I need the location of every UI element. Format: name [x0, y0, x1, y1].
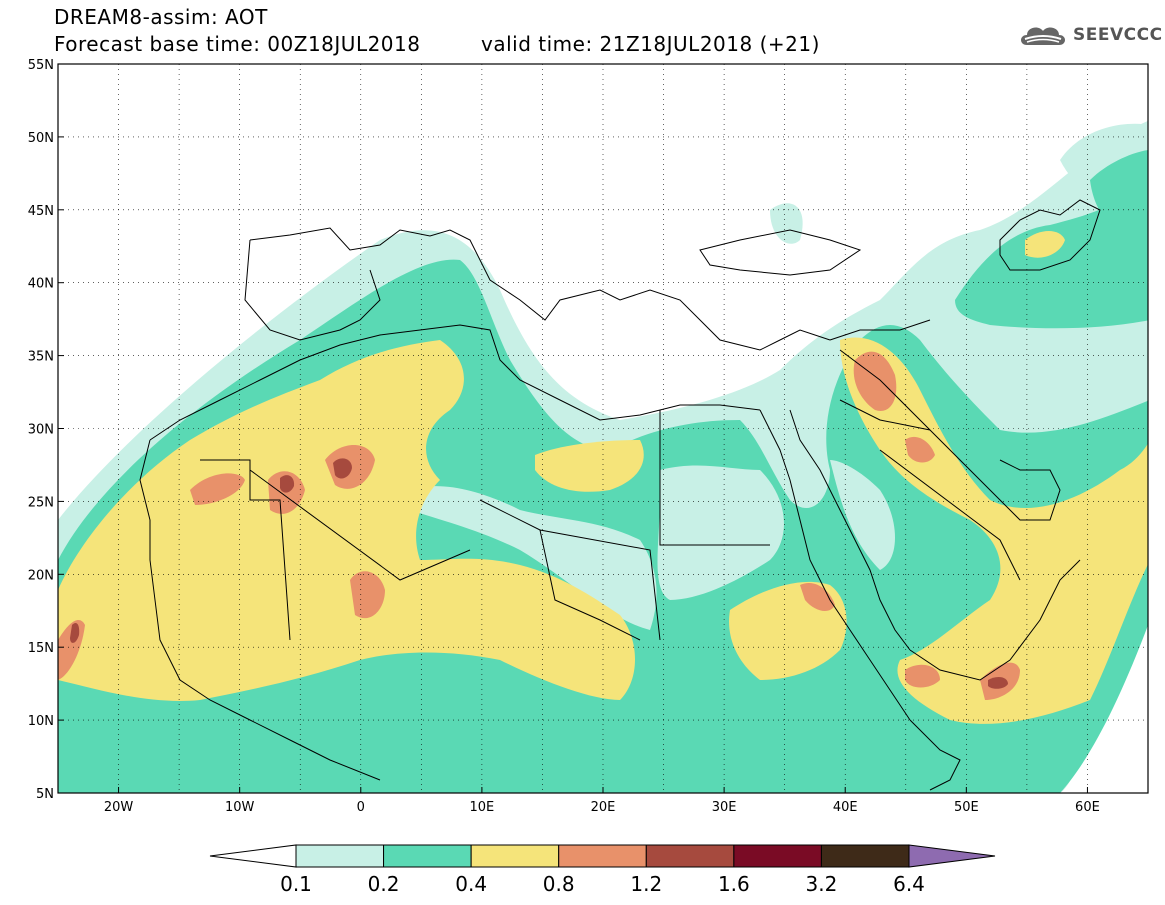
lat-label: 25N	[28, 495, 54, 510]
lon-label: 40E	[833, 800, 858, 815]
graticule	[58, 64, 1148, 793]
lon-label: 10E	[470, 800, 495, 815]
north-africa-coast	[149, 324, 761, 441]
lon-label: 10W	[225, 800, 255, 815]
valid-time: valid time: 21Z18JUL2018 (+21)	[481, 32, 820, 56]
forecast-base-time: Forecast base time: 00Z18JUL2018	[54, 32, 421, 56]
aot-level-1.2-algeria2	[280, 475, 295, 493]
aot-level-0.8-yemen	[905, 664, 940, 688]
colorbar-tick-label: 0.8	[543, 872, 575, 896]
cloud-icon	[1021, 27, 1065, 45]
lat-label: 20N	[28, 568, 54, 583]
aot-level-0.2-caspian	[955, 181, 1148, 329]
aot-level-0.1-egypt	[657, 465, 784, 600]
lon-label: 20W	[104, 800, 134, 815]
iberia	[244, 239, 381, 341]
aot-level-1.2-arabian-sea	[988, 676, 1008, 689]
lat-label: 30N	[28, 423, 54, 438]
lon-label: 60E	[1075, 800, 1100, 815]
aot-level-0.8-iraq	[853, 351, 897, 411]
lat-label: 10N	[28, 714, 54, 729]
lon-label: 20E	[591, 800, 616, 815]
colorbar-box	[820, 844, 910, 868]
middle-east-borders	[829, 319, 1021, 581]
colorbar-tick-label: 6.4	[893, 872, 925, 896]
lon-label: 50E	[954, 800, 979, 815]
aot-level-1.2-algeria	[333, 458, 352, 479]
aot-level-0.4-iraq	[840, 337, 1148, 724]
colorbar-box	[558, 844, 647, 868]
aot-level-0.8-mauritania	[190, 473, 245, 505]
colorbar	[209, 844, 996, 868]
west-africa-coast	[139, 439, 381, 781]
caspian	[999, 199, 1101, 271]
black-sea	[699, 229, 862, 276]
lat-label: 5N	[36, 787, 54, 802]
horn-africa	[909, 719, 961, 791]
colorbar-under-triangle	[209, 844, 297, 868]
lat-label: 40N	[28, 277, 54, 292]
lon-label: 30E	[712, 800, 737, 815]
longitude-labels: 20W 10W 0 10E 20E 30E 40E 50E 60E	[104, 787, 1100, 815]
gulf	[839, 349, 1061, 521]
colorbar-tick-label: 0.2	[368, 872, 400, 896]
lat-label: 45N	[28, 204, 54, 219]
country-borders	[139, 199, 1101, 791]
colorbar-box	[383, 844, 472, 868]
aot-level-0.8-kuwait	[905, 436, 935, 463]
aot-level-0.4-caspian	[1025, 231, 1065, 258]
aot-fields	[58, 120, 1148, 793]
chart-title: DREAM8-assim: AOT	[54, 5, 268, 29]
aot-level-0.1-arabia	[830, 460, 895, 570]
red-sea-east	[789, 409, 911, 651]
red-sea-west	[759, 409, 911, 721]
colorbar-box	[295, 844, 385, 868]
colorbar-box	[645, 844, 735, 868]
europe-coast	[249, 227, 831, 351]
colorbar-box	[470, 844, 560, 868]
colorbar-labels: 0.1 0.2 0.4 0.8 1.2 1.6 3.2 6.4	[280, 872, 925, 896]
aot-level-0.8-mali	[350, 571, 385, 619]
colorbar-tick-label: 3.2	[806, 872, 838, 896]
aot-level-1.2-senegal	[70, 623, 80, 643]
colorbar-tick-label: 0.4	[455, 872, 487, 896]
aot-level-0.8-sudan	[800, 582, 835, 612]
lat-label: 55N	[28, 58, 54, 73]
latitude-labels: 55N 50N 45N 40N 35N 30N 25N 20N 15N 10N 5N	[28, 58, 64, 802]
lat-label: 15N	[28, 641, 54, 656]
colorbar-tick-label: 1.6	[718, 872, 750, 896]
aot-level-0.1-bs	[770, 203, 803, 244]
colorbar-box	[733, 844, 822, 868]
seevccc-logo: SEEVCCC	[1017, 23, 1163, 47]
lat-label: 35N	[28, 350, 54, 365]
aot-level-0.1-libya	[410, 486, 657, 630]
arabia-south	[909, 559, 1081, 681]
lat-label: 50N	[28, 131, 54, 146]
logo-text: SEEVCCC	[1073, 25, 1163, 45]
lon-label: 0	[357, 800, 365, 815]
colorbar-over-triangle	[908, 844, 996, 868]
sahara-borders	[200, 410, 770, 641]
colorbar-tick-label: 1.2	[630, 872, 662, 896]
aot-level-0.4	[58, 340, 635, 701]
aot-level-0.2-north	[1090, 150, 1148, 233]
colorbar-tick-label: 0.1	[280, 872, 312, 896]
aot-level-0.4-libya	[535, 440, 644, 492]
